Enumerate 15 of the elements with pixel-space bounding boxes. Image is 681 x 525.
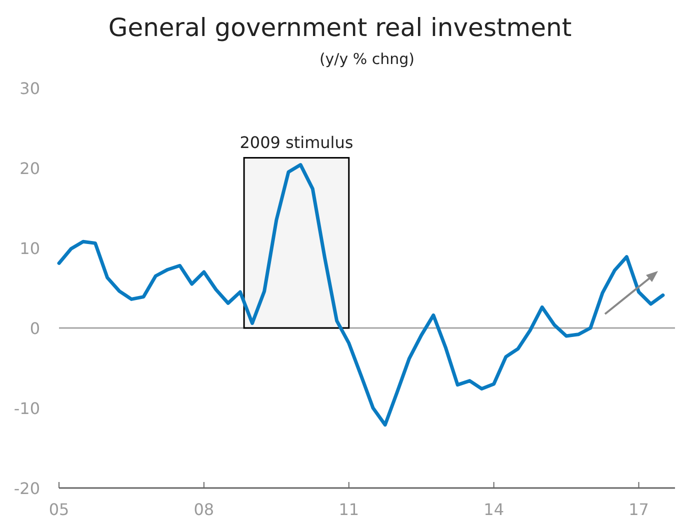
chart-title: General government real investment	[108, 13, 572, 42]
y-tick-label: 10	[20, 239, 40, 258]
band-label: 2009 stimulus	[240, 132, 354, 152]
chart-subtitle: (y/y % chng)	[319, 50, 415, 68]
x-tick-label: 08	[194, 500, 214, 519]
y-tick-label: 30	[20, 79, 40, 98]
y-tick-label: 0	[30, 319, 40, 338]
x-tick-label: 05	[48, 500, 70, 519]
x-tick-label: 14	[484, 500, 504, 519]
x-tick-label: 11	[338, 500, 360, 519]
y-tick-label: -20	[14, 479, 40, 498]
y-tick-label: 20	[20, 159, 40, 178]
x-tick-label: 17	[628, 500, 649, 519]
line-series	[57, 163, 665, 427]
y-tick-label: -10	[14, 399, 40, 418]
